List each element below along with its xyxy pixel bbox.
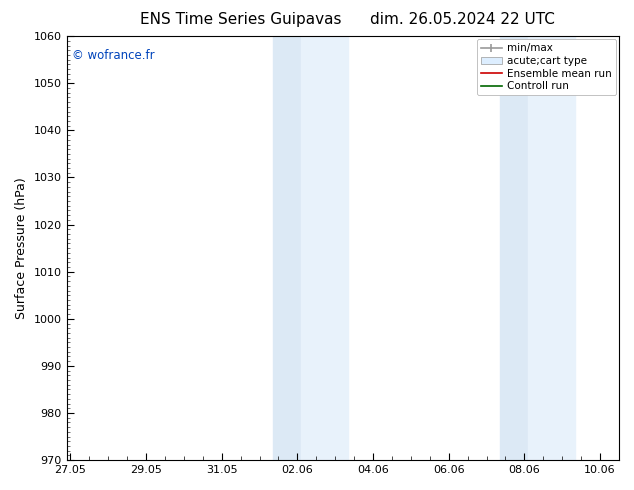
Y-axis label: Surface Pressure (hPa): Surface Pressure (hPa) — [15, 177, 28, 319]
Bar — [273, 36, 301, 460]
Text: © wofrance.fr: © wofrance.fr — [72, 49, 155, 62]
Text: ENS Time Series Guipavas: ENS Time Series Guipavas — [140, 12, 342, 27]
Text: dim. 26.05.2024 22 UTC: dim. 26.05.2024 22 UTC — [370, 12, 555, 27]
Bar — [500, 36, 528, 460]
Bar — [528, 36, 576, 460]
Legend: min/max, acute;cart type, Ensemble mean run, Controll run: min/max, acute;cart type, Ensemble mean … — [477, 39, 616, 96]
Bar — [301, 36, 349, 460]
